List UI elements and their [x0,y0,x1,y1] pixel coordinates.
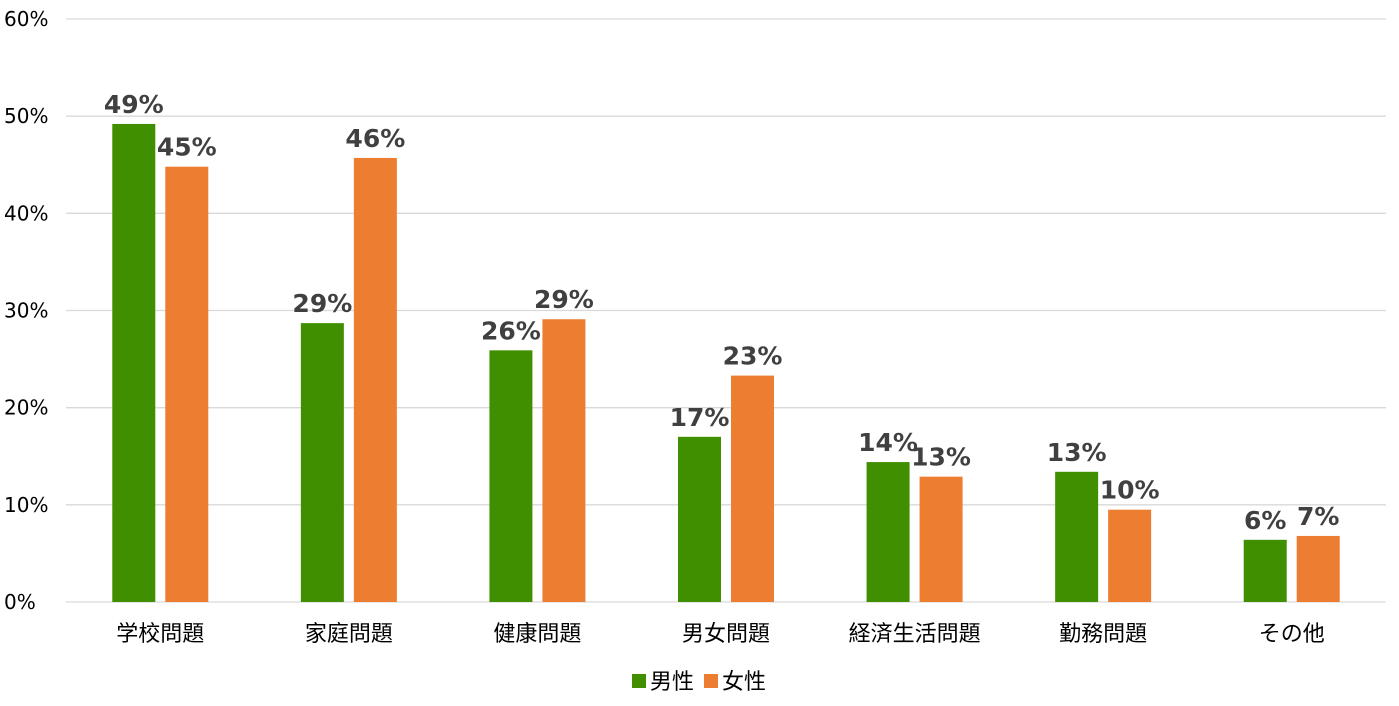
y-axis-tick-labels: 0% 10% 20% 30% 40% 50% 60% [4,7,48,614]
x-category-label: 勤務問題 [1059,622,1147,647]
bar-male [112,123,156,602]
bar-female [165,166,209,602]
bar-male [1243,539,1287,602]
y-tick-label: 40% [4,201,48,225]
x-category-label: 健康問題 [493,622,581,647]
bar-male [489,350,533,602]
y-tick-label: 30% [4,299,48,323]
data-labels: 49%45%29%46%26%29%17%23%14%13% 13%10%6% 7% [104,90,1340,535]
data-label: 14% [858,428,918,457]
bars [112,123,1340,602]
data-label: 23% [723,342,783,371]
legend-label: 男性 [650,670,694,695]
legend: 男性 女性 [632,670,766,695]
legend-swatch [632,674,646,688]
bar-female [353,157,397,602]
bar-female [542,319,586,602]
bar-female [731,375,774,602]
legend-swatch [704,674,718,688]
data-label: 7% [1297,502,1339,531]
data-label: 49% [104,90,164,119]
x-axis-category-labels: 学校問題 家庭問題 健康問題 男女問題 経済生活問題 勤務問題 その他 [116,622,1324,647]
y-tick-label: 10% [4,493,48,517]
x-category-label: その他 [1259,622,1325,647]
bar-male [1055,471,1099,602]
legend-label: 女性 [722,670,766,695]
data-label: 13% [1047,438,1107,467]
data-label: 6% [1244,506,1286,535]
y-tick-label: 20% [4,396,48,420]
x-category-label: 家庭問題 [305,622,393,647]
y-tick-label: 50% [4,104,48,128]
data-label: 10% [1100,476,1160,505]
x-category-label: 学校問題 [116,622,204,647]
bar-male [678,436,721,602]
gridlines [66,18,1386,603]
data-label: 13% [911,443,971,472]
data-label: 17% [670,403,730,432]
bar-male [300,323,344,602]
bar-female [1108,509,1152,602]
y-tick-label: 60% [4,7,48,31]
y-tick-label: 0% [4,590,36,614]
x-category-label: 経済生活問題 [849,622,981,647]
x-category-label: 男女問題 [682,622,770,647]
bar-female [919,476,963,602]
bar-male [866,462,910,602]
data-label: 46% [345,124,405,153]
data-label: 45% [157,133,217,162]
data-label: 26% [481,316,541,345]
data-label: 29% [292,289,352,318]
bar-female [1296,535,1340,602]
data-label: 29% [534,285,594,314]
